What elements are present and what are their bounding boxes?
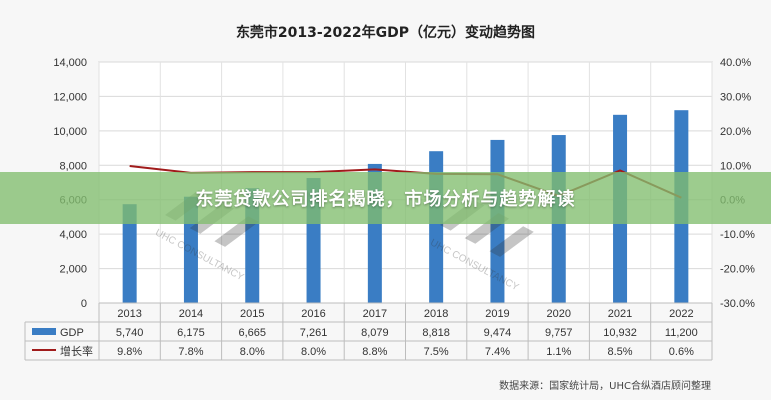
x-tick-label: 2014 [179,308,203,320]
table-row-label: 增长率 [60,344,93,358]
table-cell: 9.8% [117,346,142,358]
y-right-tick-label: 40.0% [720,57,751,69]
gdp-bar [122,204,137,303]
x-tick-label: 2022 [669,308,693,320]
x-tick-label: 2013 [117,308,141,320]
headline-text: 东莞贷款公司排名揭晓，市场分析与趋势解读 [195,189,576,210]
y-right-tick-label: 10.0% [720,160,751,172]
y-right-tick-label: -10.0% [720,229,755,241]
y-left-tick-label: 8,000 [59,160,87,172]
table-cell: 8,818 [422,327,450,339]
table-cell: 7.5% [424,346,449,358]
y-right-tick-label: -20.0% [720,264,755,276]
table-cell: 8.8% [362,346,387,358]
table-cell: 7,261 [300,327,328,339]
x-tick-label: 2018 [424,308,448,320]
data-source: 数据来源：国家统计局，UHC合纵酒店顾问整理 [499,381,711,392]
table-cell: 8.0% [240,346,265,358]
table-row-label: GDP [60,327,84,339]
x-tick-label: 2019 [485,308,509,320]
table-cell: 8.5% [608,346,633,358]
table-cell: 9,757 [545,327,573,339]
y-left-tick-label: 2,000 [59,264,87,276]
x-tick-label: 2015 [240,308,264,320]
x-tick-label: 2016 [301,308,325,320]
chart-title: 东莞市2013-2022年GDP（亿元）变动趋势图 [235,25,536,41]
table-cell: 6,175 [177,327,205,339]
table-cell: 7.4% [485,346,510,358]
table-cell: 9,474 [484,327,512,339]
y-left-tick-label: 4,000 [59,229,87,241]
y-left-tick-label: 10,000 [53,126,87,138]
table-cell: 5,740 [116,327,144,339]
y-left-tick-label: 12,000 [53,91,87,103]
y-left-tick-label: 14,000 [53,57,87,69]
y-right-tick-label: 20.0% [720,126,751,138]
y-right-tick-label: 30.0% [720,91,751,103]
x-tick-label: 2021 [608,308,632,320]
headline-banner[interactable]: 东莞贷款公司排名揭晓，市场分析与趋势解读 [0,172,771,224]
x-tick-label: 2017 [363,308,387,320]
table-cell: 1.1% [546,346,571,358]
gdp-legend-key [32,328,56,335]
table-cell: 8.0% [301,346,326,358]
table-cell: 0.6% [669,346,694,358]
watermark-stripe [489,226,534,257]
x-tick-label: 2020 [547,308,571,320]
table-cell: 8,079 [361,327,389,339]
table-cell: 10,932 [603,327,637,339]
y-right-tick-label: -30.0% [720,298,755,310]
table-cell: 6,665 [238,327,266,339]
y-left-tick-label: 0 [81,298,87,310]
table-cell: 11,200 [665,327,698,339]
table-cell: 7.8% [178,346,203,358]
